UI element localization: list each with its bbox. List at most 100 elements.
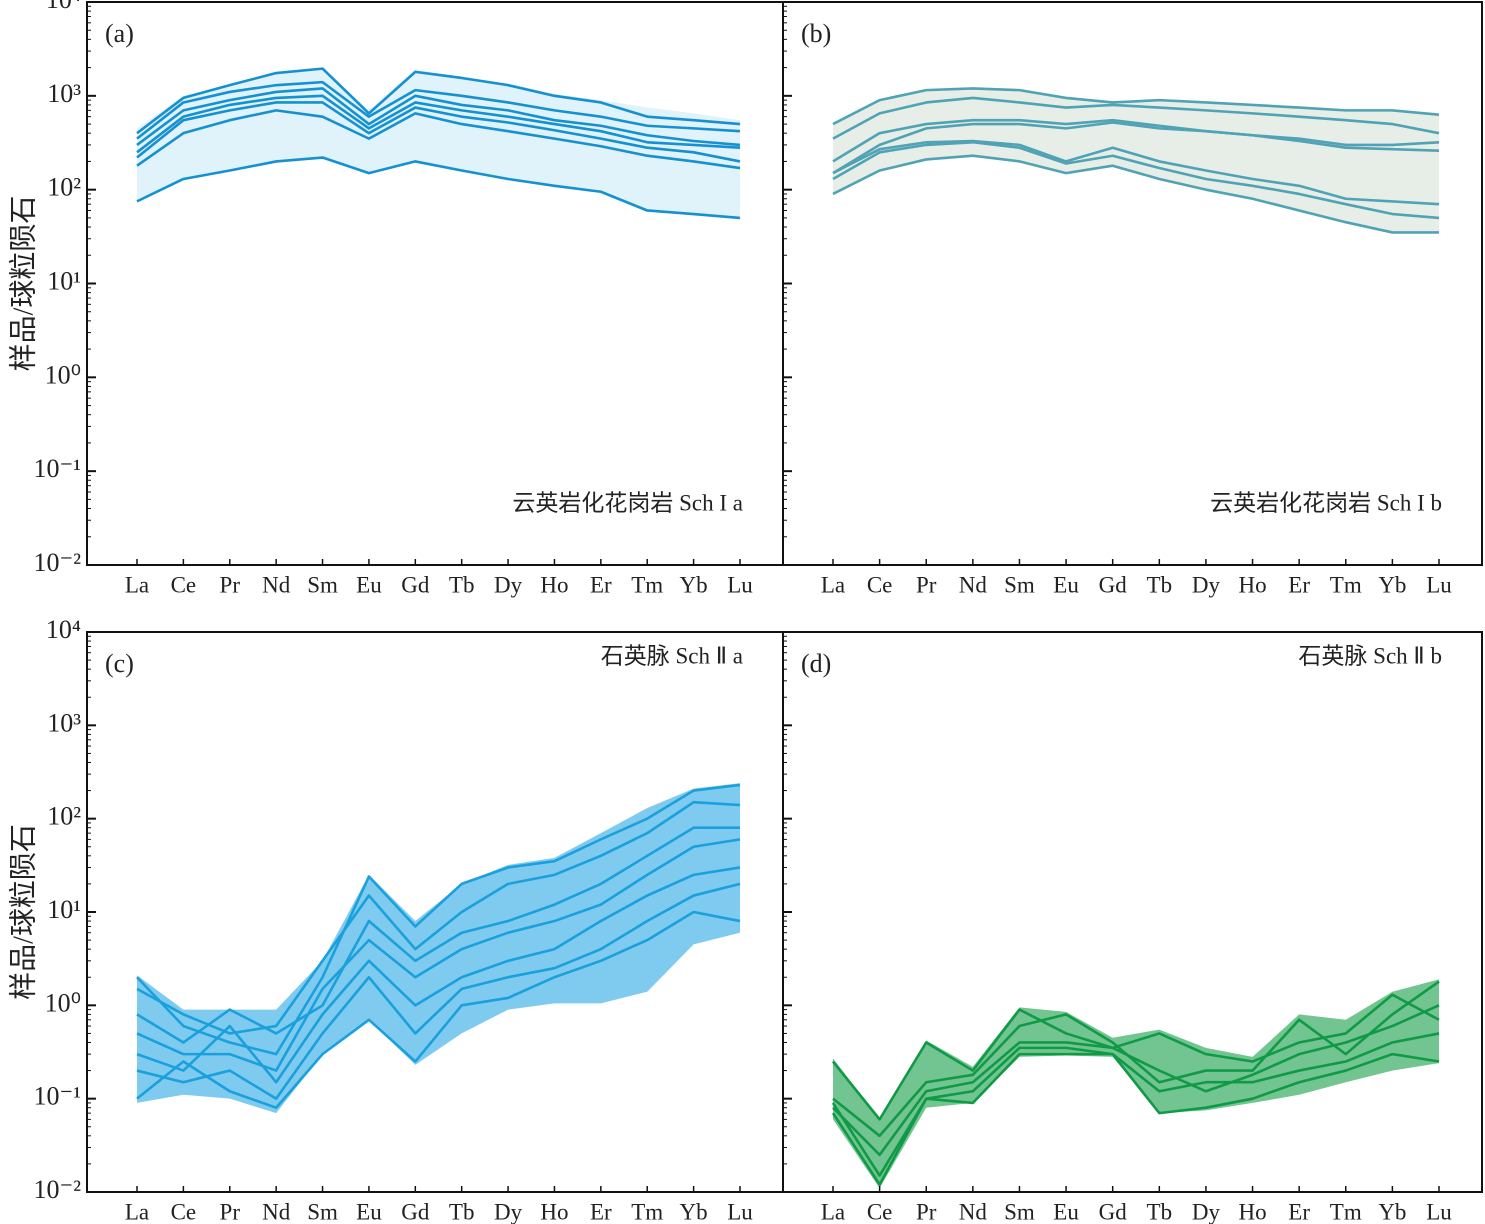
y-tick-label: 10⁻² xyxy=(33,1175,81,1204)
x-tick-label: Eu xyxy=(1053,1199,1079,1224)
x-tick-label: Ho xyxy=(540,1199,568,1224)
x-tick-label: Dy xyxy=(1192,572,1221,597)
y-tick-label: 10¹ xyxy=(47,895,81,924)
x-tick-label: Ce xyxy=(171,572,197,597)
y-tick-label: 10³ xyxy=(47,79,81,108)
ree-pattern xyxy=(136,838,741,1072)
panel-annotation: 石英脉 Sch Ⅱ b xyxy=(1298,643,1442,668)
ree-pattern xyxy=(136,109,741,170)
y-tick-label: 10⁴ xyxy=(46,0,81,14)
ree-pattern xyxy=(136,87,741,147)
x-tick-label: Tb xyxy=(1147,572,1173,597)
ree-pattern xyxy=(136,783,741,1056)
x-tick-label: Yb xyxy=(680,572,708,597)
y-tick-label: 10⁻¹ xyxy=(33,1082,81,1111)
ree-pattern xyxy=(136,156,741,220)
x-tick-label: Nd xyxy=(262,1199,291,1224)
x-tick-label: Pr xyxy=(220,572,241,597)
x-tick-label: Dy xyxy=(494,572,523,597)
envelope xyxy=(137,67,740,218)
x-tick-label: Eu xyxy=(356,572,382,597)
x-tick-label: Yb xyxy=(680,1199,708,1224)
ree-pattern xyxy=(136,94,741,154)
y-tick-label: 10⁻¹ xyxy=(33,454,81,483)
y-tick-label: 10³ xyxy=(47,708,81,737)
x-tick-label: Tb xyxy=(1147,1199,1173,1224)
ree-pattern xyxy=(832,87,1440,126)
x-tick-label: La xyxy=(821,572,845,597)
y-tick-label: 10² xyxy=(47,173,81,202)
ree-pattern xyxy=(831,993,1440,1121)
x-tick-label: Nd xyxy=(959,1199,988,1224)
x-tick-label: Er xyxy=(1288,1199,1310,1224)
x-tick-label: Ho xyxy=(1238,1199,1266,1224)
x-tick-label: Pr xyxy=(220,1199,241,1224)
panel-label: (d) xyxy=(801,649,831,678)
y-tick-label: 10⁻² xyxy=(33,548,81,577)
x-tick-label: La xyxy=(821,1199,845,1224)
ree-pattern xyxy=(136,866,741,1084)
x-tick-label: Tm xyxy=(1330,1199,1362,1224)
x-tick-label: Ho xyxy=(1238,572,1266,597)
x-tick-label: Er xyxy=(590,572,612,597)
ree-pattern xyxy=(136,882,741,1100)
y-tick-label: 10⁰ xyxy=(45,360,81,389)
x-tick-label: Dy xyxy=(494,1199,523,1224)
x-tick-label: Tm xyxy=(1330,572,1362,597)
x-tick-label: Nd xyxy=(959,572,988,597)
x-tick-label: Lu xyxy=(1426,572,1452,597)
x-tick-label: Yb xyxy=(1378,1199,1406,1224)
ree-pattern xyxy=(832,121,1440,175)
panel-label: (b) xyxy=(801,19,831,48)
ree-pattern xyxy=(831,1032,1440,1177)
x-tick-label: Tm xyxy=(631,1199,663,1224)
x-tick-label: Sm xyxy=(307,1199,338,1224)
x-tick-label: Lu xyxy=(727,1199,753,1224)
x-tick-label: Tb xyxy=(449,1199,475,1224)
ree-pattern xyxy=(832,980,1440,1138)
x-tick-label: La xyxy=(125,1199,149,1224)
x-tick-label: Lu xyxy=(1426,1199,1452,1224)
x-tick-label: Pr xyxy=(916,572,937,597)
y-tick-label: 10² xyxy=(47,802,81,831)
ree-pattern xyxy=(832,1004,1440,1157)
x-tick-label: Sm xyxy=(1004,572,1035,597)
x-tick-label: Eu xyxy=(1053,572,1079,597)
ree-pattern xyxy=(832,118,1440,163)
x-tick-label: Gd xyxy=(1099,572,1128,597)
x-tick-label: Gd xyxy=(1099,1199,1128,1224)
x-tick-label: Ho xyxy=(540,572,568,597)
ree-pattern xyxy=(136,910,741,1110)
x-tick-label: Er xyxy=(590,1199,612,1224)
x-tick-label: Gd xyxy=(401,572,430,597)
ree-pattern xyxy=(832,140,1440,220)
ree-pattern xyxy=(136,67,741,135)
ree-pattern xyxy=(136,800,741,1035)
x-tick-label: Tm xyxy=(631,572,663,597)
x-tick-label: La xyxy=(125,572,149,597)
x-tick-label: Dy xyxy=(1192,1199,1221,1224)
y-tick-label: 10⁰ xyxy=(45,988,81,1017)
ree-pattern xyxy=(136,80,741,140)
y-axis-label: 样品/球粒陨石 xyxy=(7,824,39,1000)
x-tick-label: Ce xyxy=(171,1199,197,1224)
ree-pattern xyxy=(832,139,1440,206)
x-tick-label: Er xyxy=(1288,572,1310,597)
y-tick-label: 10⁴ xyxy=(46,615,81,644)
x-tick-label: Ce xyxy=(867,572,893,597)
ree-pattern xyxy=(831,1052,1440,1186)
x-tick-label: Yb xyxy=(1378,572,1406,597)
panel-label: (a) xyxy=(105,19,134,48)
x-tick-label: Eu xyxy=(356,1199,382,1224)
panel-annotation: 云英岩化花岗岩 Sch I a xyxy=(512,490,743,515)
ree-pattern xyxy=(136,826,740,1044)
x-tick-label: Nd xyxy=(262,572,291,597)
ree-pattern xyxy=(136,101,741,163)
x-tick-label: Sm xyxy=(1004,1199,1035,1224)
y-axis-label: 样品/球粒陨石 xyxy=(7,196,39,372)
x-tick-label: Gd xyxy=(401,1199,430,1224)
panel-annotation: 石英脉 Sch Ⅱ a xyxy=(601,643,743,668)
y-tick-label: 10¹ xyxy=(47,266,81,295)
x-tick-label: Lu xyxy=(727,572,753,597)
